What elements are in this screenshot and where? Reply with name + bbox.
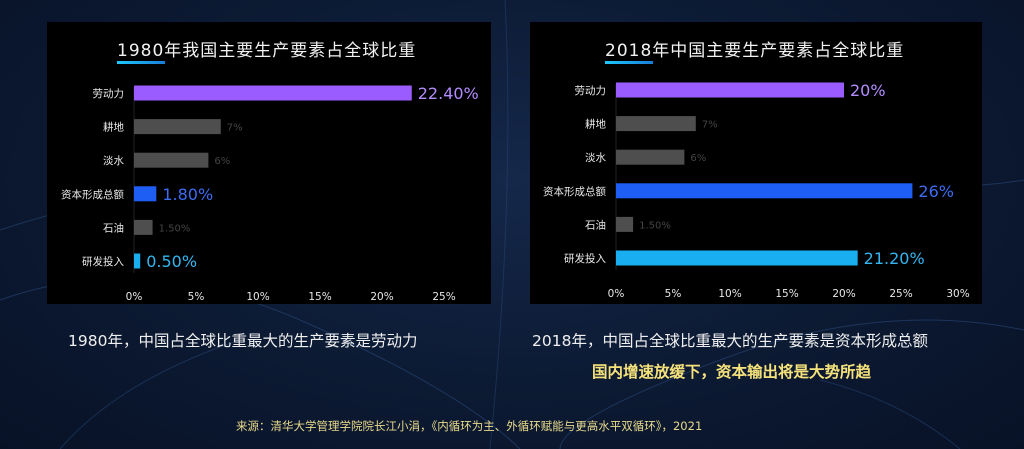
category-label: 石油 (585, 218, 606, 231)
source-citation: 来源：清华大学管理学院院长江小涓，《内循环为主、外循环赋能与更高水平双循环》，2… (236, 419, 703, 433)
bar (134, 119, 221, 135)
category-label: 劳动力 (575, 84, 607, 97)
data-label: 6% (690, 153, 706, 164)
bar (616, 183, 913, 199)
category-label: 淡水 (103, 155, 124, 167)
chart-panel-1980: 1980年我国主要生产要素占全球比重 劳动力 22.40% 耕地 7% 淡水 6% 资本形成… (47, 22, 491, 304)
category-label: 劳动力 (93, 87, 125, 100)
caption-1980: 1980年，中国占全球比重最大的生产要素是劳动力 (68, 332, 418, 350)
data-label: 20% (850, 81, 886, 100)
x-tick-label: 15% (308, 291, 331, 303)
highlight-conclusion: 国内增速放缓下，资本输出将是大势所趋 (592, 363, 872, 381)
data-label: 26% (918, 182, 954, 201)
x-tick-label: 20% (832, 288, 855, 300)
title-accent-bar (605, 61, 653, 64)
x-tick-label: 10% (718, 288, 741, 300)
data-label: 6% (214, 156, 230, 167)
bar (616, 82, 844, 98)
x-tick-label: 20% (370, 291, 393, 303)
x-tick-label: 5% (188, 291, 205, 303)
x-tick-label: 5% (665, 288, 682, 300)
bar (134, 219, 153, 235)
bar (134, 85, 412, 101)
category-label: 耕地 (585, 118, 606, 131)
title-accent-bar (117, 61, 165, 64)
bar (616, 250, 858, 266)
bar (134, 152, 209, 168)
data-label: 1.50% (159, 223, 191, 234)
bar (616, 149, 685, 165)
caption-2018: 2018年，中国占全球比重最大的生产要素是资本形成总额 (532, 332, 928, 350)
x-tick-label: 0% (126, 291, 143, 303)
bar-chart-1980: 劳动力 22.40% 耕地 7% 淡水 6% 资本形成总额 1.80% 石油 1.50% 研发投入 0… (61, 84, 479, 303)
bar (616, 116, 696, 132)
category-label: 淡水 (585, 152, 606, 164)
chart-title: 1980年我国主要生产要素占全球比重 (117, 41, 417, 61)
data-label: 21.20% (864, 249, 925, 268)
data-label: 1.80% (162, 185, 213, 204)
category-label: 资本形成总额 (61, 188, 124, 201)
x-tick-label: 25% (889, 288, 912, 300)
x-tick-label: 15% (775, 288, 798, 300)
category-label: 石油 (103, 221, 124, 234)
data-label: 1.50% (639, 220, 671, 231)
bar-chart-2018: 劳动力 20% 耕地 7% 淡水 6% 资本形成总额 26% 石油 1.50% 研发投入 21.20%… (543, 81, 970, 300)
bar (134, 253, 141, 269)
category-label: 资本形成总额 (543, 185, 606, 198)
bar (616, 216, 634, 232)
chart-title: 2018年中国主要生产要素占全球比重 (605, 41, 905, 61)
x-tick-label: 30% (946, 288, 969, 300)
category-label: 耕地 (103, 121, 124, 134)
x-tick-label: 10% (246, 291, 269, 303)
data-label: 7% (702, 120, 718, 131)
bar (134, 186, 157, 202)
data-label: 0.50% (146, 252, 197, 271)
category-label: 研发投入 (82, 255, 124, 268)
x-tick-label: 25% (432, 291, 455, 303)
category-label: 研发投入 (564, 252, 606, 265)
chart-panel-2018: 2018年中国主要生产要素占全球比重 劳动力 20% 耕地 7% 淡水 6% 资本形成总额 2… (530, 22, 982, 304)
x-tick-label: 0% (608, 288, 625, 300)
data-label: 7% (227, 123, 243, 134)
data-label: 22.40% (418, 84, 479, 103)
